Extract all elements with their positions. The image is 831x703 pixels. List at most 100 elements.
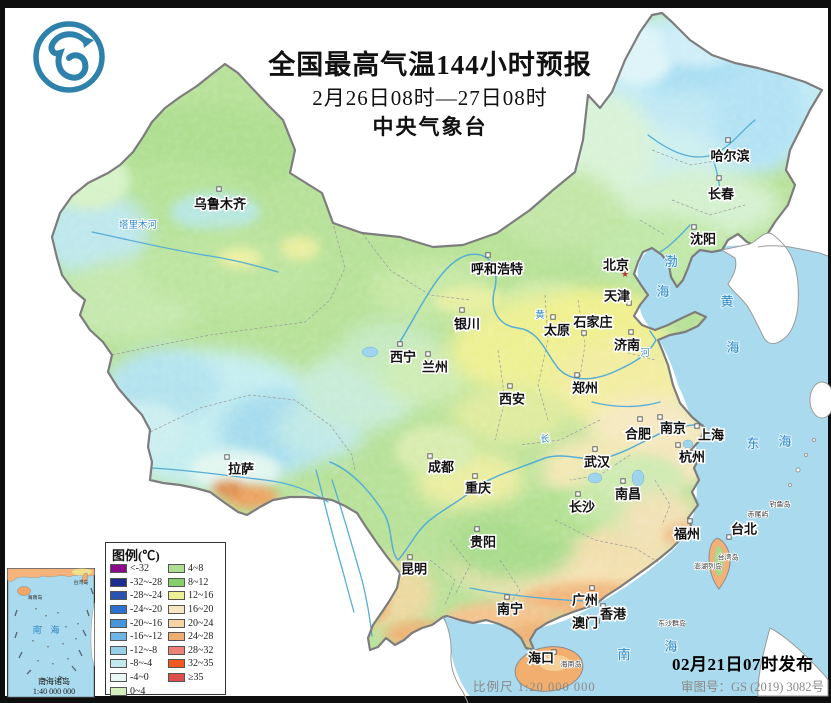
legend-range-label: -4~0 — [130, 672, 149, 684]
city-marker — [427, 453, 433, 459]
city-marker — [485, 252, 491, 258]
city-marker — [472, 473, 478, 479]
legend-swatch — [168, 645, 185, 655]
city-乌鲁木齐: 乌鲁木齐 — [192, 186, 248, 213]
legend-swatch — [110, 659, 127, 669]
island-name-label: 澎湖列岛 — [694, 562, 722, 571]
city-广州: 广州 — [570, 585, 600, 609]
legend-swatch — [110, 605, 127, 615]
island-name-label: 海南岛 — [561, 660, 582, 669]
city-海口: 海口 — [526, 649, 557, 667]
city-label: 香港 — [599, 607, 627, 622]
legend-row: -16~-12 — [110, 630, 162, 644]
city-marker — [687, 518, 693, 524]
city-label: 南宁 — [497, 602, 523, 617]
city-label: 西安 — [499, 392, 525, 407]
city-marker — [504, 594, 510, 600]
city-label: 成都 — [428, 460, 454, 475]
inset-name: 南海诸岛 — [38, 676, 70, 686]
city-济南: 济南 — [612, 329, 642, 354]
legend-range-label: ≥35 — [188, 672, 204, 684]
city-marker — [574, 372, 580, 378]
legend-swatch — [168, 659, 185, 669]
title-block: 全国最高气温144小时预报 2月26日08时—27日08时 中央气象台 — [210, 50, 650, 141]
legend-range-label: 0~4 — [130, 685, 146, 697]
city-郑州: 郑州 — [570, 372, 600, 397]
city-上海: 上海 — [694, 423, 726, 444]
sea-name-label: 海 — [778, 434, 791, 449]
city-拉萨: 拉萨 — [224, 454, 256, 478]
city-label: 海口 — [528, 651, 554, 666]
forecast-date-range: 2月26日08时—27日08时 — [312, 86, 548, 110]
city-marker — [628, 329, 634, 335]
city-成都: 成都 — [426, 453, 456, 476]
city-label: 沈阳 — [690, 232, 716, 247]
city-marker — [626, 300, 632, 306]
city-label: 长沙 — [569, 500, 595, 515]
release-time: 02月21日07时发布 — [672, 655, 814, 674]
legend-row: -4~0 — [110, 671, 162, 685]
agency-name: 中央气象台 — [372, 116, 488, 139]
city-marker — [551, 649, 557, 655]
city-label: 乌鲁木齐 — [194, 197, 247, 212]
city-label: 广州 — [572, 593, 598, 608]
city-武汉: 武汉 — [582, 446, 612, 471]
legend-title: 图例(℃) — [112, 548, 160, 563]
city-label: 澳门 — [572, 616, 598, 631]
china-border — [50, 11, 824, 652]
city-福州: 福州 — [671, 518, 702, 543]
luzon-island — [757, 627, 829, 697]
inset-sea-label: 南 — [32, 624, 41, 635]
city-marker — [459, 307, 465, 313]
legend-row: 4~8 — [168, 562, 213, 576]
city-label: 哈尔滨 — [710, 149, 749, 164]
city-长春: 长春 — [706, 175, 736, 203]
city-label: 北京 — [603, 258, 629, 273]
legend-swatch — [110, 577, 127, 587]
legend-column-1: <-32 -32~-28 -28~-24 -24~-20 -20~-16 -16~-12-… — [110, 562, 162, 698]
city-南昌: 南昌 — [613, 478, 643, 503]
river-name-label: 塔里木河 — [119, 219, 158, 231]
city-label: 武汉 — [584, 455, 611, 470]
city-marker — [694, 423, 700, 429]
legend-range-label: 12~16 — [188, 590, 214, 602]
city-marker — [216, 186, 222, 192]
city-marker — [691, 224, 697, 230]
city-label: 西宁 — [390, 350, 416, 365]
inset-hainan — [17, 586, 31, 596]
city-重庆: 重庆 — [463, 473, 493, 497]
city-石家庄: 石家庄 — [571, 313, 614, 336]
legend-range-label: -32~-28 — [130, 576, 163, 588]
city-澳门: 澳门 — [570, 614, 600, 632]
map-title: 全国最高气温144小时预报 — [268, 50, 592, 80]
legend-row: -24~-20 — [110, 603, 162, 617]
inset-scale: 1:40 000 000 — [33, 687, 75, 696]
legend-range-label: 8~12 — [188, 576, 209, 588]
legend-row: 12~16 — [168, 589, 213, 603]
legend-range-label: -12~-8 — [130, 644, 158, 656]
city-南宁: 南宁 — [495, 594, 525, 618]
city-台北: 台北 — [726, 520, 759, 540]
city-沈阳: 沈阳 — [688, 224, 718, 248]
city-marker — [474, 526, 480, 532]
legend-row: -20~-16 — [110, 616, 162, 630]
city-marker — [550, 314, 556, 320]
map-approval-number: 审图号：GS (2019) 3082号 — [681, 680, 825, 694]
legend-swatch — [110, 564, 127, 574]
city-杭州: 杭州 — [675, 442, 707, 466]
city-marker — [725, 137, 731, 143]
legend-row: ≥35 — [168, 671, 213, 685]
city-label: 福州 — [673, 527, 700, 542]
city-label: 天津 — [604, 289, 630, 304]
inset-island-label: 海南岛 — [27, 594, 42, 601]
city-marker — [507, 383, 513, 389]
city-label: 上海 — [698, 428, 724, 443]
province-borders — [111, 149, 746, 611]
river-name-label: 河 — [640, 347, 650, 359]
sea-name-label: 东 — [746, 436, 759, 451]
city-银川: 银川 — [452, 307, 482, 333]
city-label: 郑州 — [572, 381, 598, 396]
